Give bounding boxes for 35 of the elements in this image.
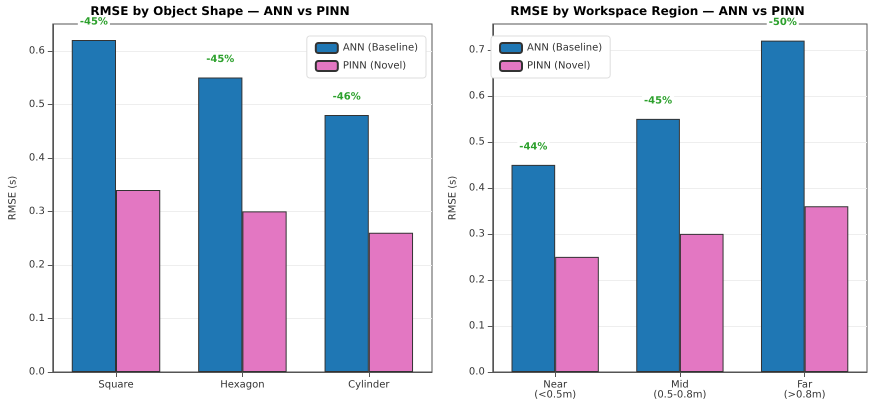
y-tick-label: 0.2 [28,259,45,270]
annotation: -45% [206,54,234,66]
y-tick-label: 0.4 [28,152,45,164]
y-axis-title: RMSE (s) [8,176,18,220]
legend-label: PINN (Novel) [342,60,406,72]
y-tick-label: 0.2 [468,274,485,286]
legend-label: ANN (Baseline) [342,42,418,54]
x-tick-label: Mid (0.5-0.8m) [653,380,706,400]
y-tick-label: 0.1 [468,320,485,332]
chart-title: RMSE by Workspace Region — ANN vs PINN [510,4,805,18]
x-tick-label: Cylinder [348,380,390,390]
y-tick-label: 0.7 [468,44,485,56]
y-axis-title: RMSE (s) [448,176,458,220]
y-tick-label: 0.3 [468,228,485,240]
legend-label: ANN (Baseline) [527,42,602,54]
y-tick-label: 0.3 [28,206,45,217]
chart-title: RMSE by Object Shape — ANN vs PINN [90,4,350,18]
x-tick-label: Hexagon [220,380,265,390]
y-tick-label: 0.0 [468,366,485,378]
y-tick-label: 0.5 [28,98,45,110]
y-tick-label: 0.1 [28,312,45,324]
annotation: -44% [519,141,548,152]
x-tick-label: Far (>0.8m) [784,380,826,400]
annotation: -45% [644,95,672,106]
y-tick-label: 0.6 [28,45,45,56]
x-tick-label: Near (<0.5m) [534,380,576,400]
y-tick-label: 0.5 [468,136,485,148]
y-tick-label: 0.0 [28,366,45,378]
annotation: -45% [80,16,108,28]
annotation: -46% [332,92,361,103]
y-tick-label: 0.6 [468,90,485,102]
annotation: -50% [768,17,797,28]
legend-label: PINN (Novel) [527,60,590,72]
x-tick-label: Square [98,380,134,390]
y-tick-label: 0.4 [468,182,485,194]
